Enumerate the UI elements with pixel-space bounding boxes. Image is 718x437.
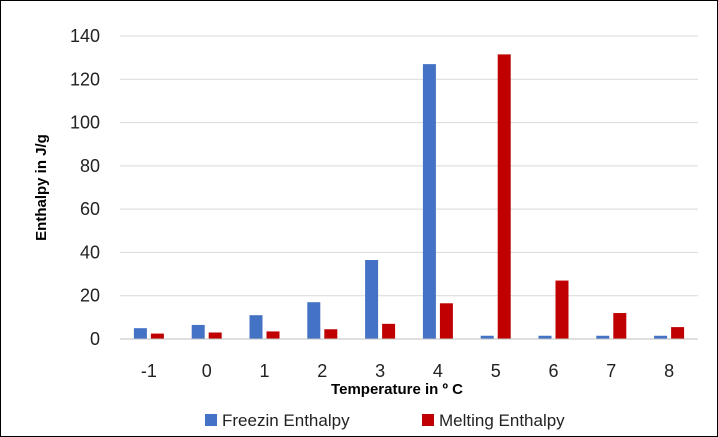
x-axis-ticks: -1 0 1 2 3 4 5 6 7 8 [141,361,674,381]
y-tick-label: 80 [80,156,100,176]
bar-freezin [307,302,321,339]
x-tick-label: 1 [259,361,269,381]
bar-freezin [133,328,147,339]
x-tick-label: 4 [433,361,443,381]
legend-swatch-freezin [205,414,217,426]
bar-melting [497,54,511,340]
bar-freezin [654,335,668,339]
y-tick-label: 140 [70,26,100,46]
legend-label-melting: Melting Enthalpy [439,411,565,430]
legend-label-freezin: Freezin Enthalpy [222,411,350,430]
x-tick-label: -1 [141,361,157,381]
bar-freezin [538,335,552,339]
bar-freezin [596,335,610,339]
x-tick-label: 7 [606,361,616,381]
legend: Freezin Enthalpy Melting Enthalpy [205,411,565,430]
x-axis-title: Temperature in º C [331,381,463,398]
bars [133,54,685,340]
gridlines [120,35,698,297]
y-tick-label: 120 [70,69,100,89]
y-axis-title: Enthalpy in J/g [33,134,50,241]
bar-melting [266,331,280,339]
y-tick-label: 40 [80,242,100,262]
y-tick-label: 0 [90,329,100,349]
bar-melting [671,327,685,339]
x-tick-label: 2 [317,361,327,381]
x-tick-label: 8 [664,361,674,381]
legend-swatch-melting [422,414,434,426]
bar-melting [613,313,627,339]
y-tick-label: 20 [80,286,100,306]
bar-melting [324,329,338,339]
bar-freezin [365,260,379,339]
bar-freezin [480,335,494,339]
y-axis-ticks: 0 20 40 60 80 100 120 140 [70,26,100,349]
bar-melting [208,332,222,339]
bar-freezin [249,315,263,339]
y-tick-label: 60 [80,199,100,219]
bar-freezin [191,324,205,339]
x-tick-label: 3 [375,361,385,381]
x-tick-label: 5 [491,361,501,381]
x-tick-label: 0 [202,361,212,381]
bar-melting [555,280,569,339]
x-tick-label: 6 [548,361,558,381]
y-tick-label: 100 [70,113,100,133]
bar-melting [439,303,453,339]
bar-melting [382,323,396,339]
bar-freezin [422,64,436,339]
bar-melting [150,333,164,339]
